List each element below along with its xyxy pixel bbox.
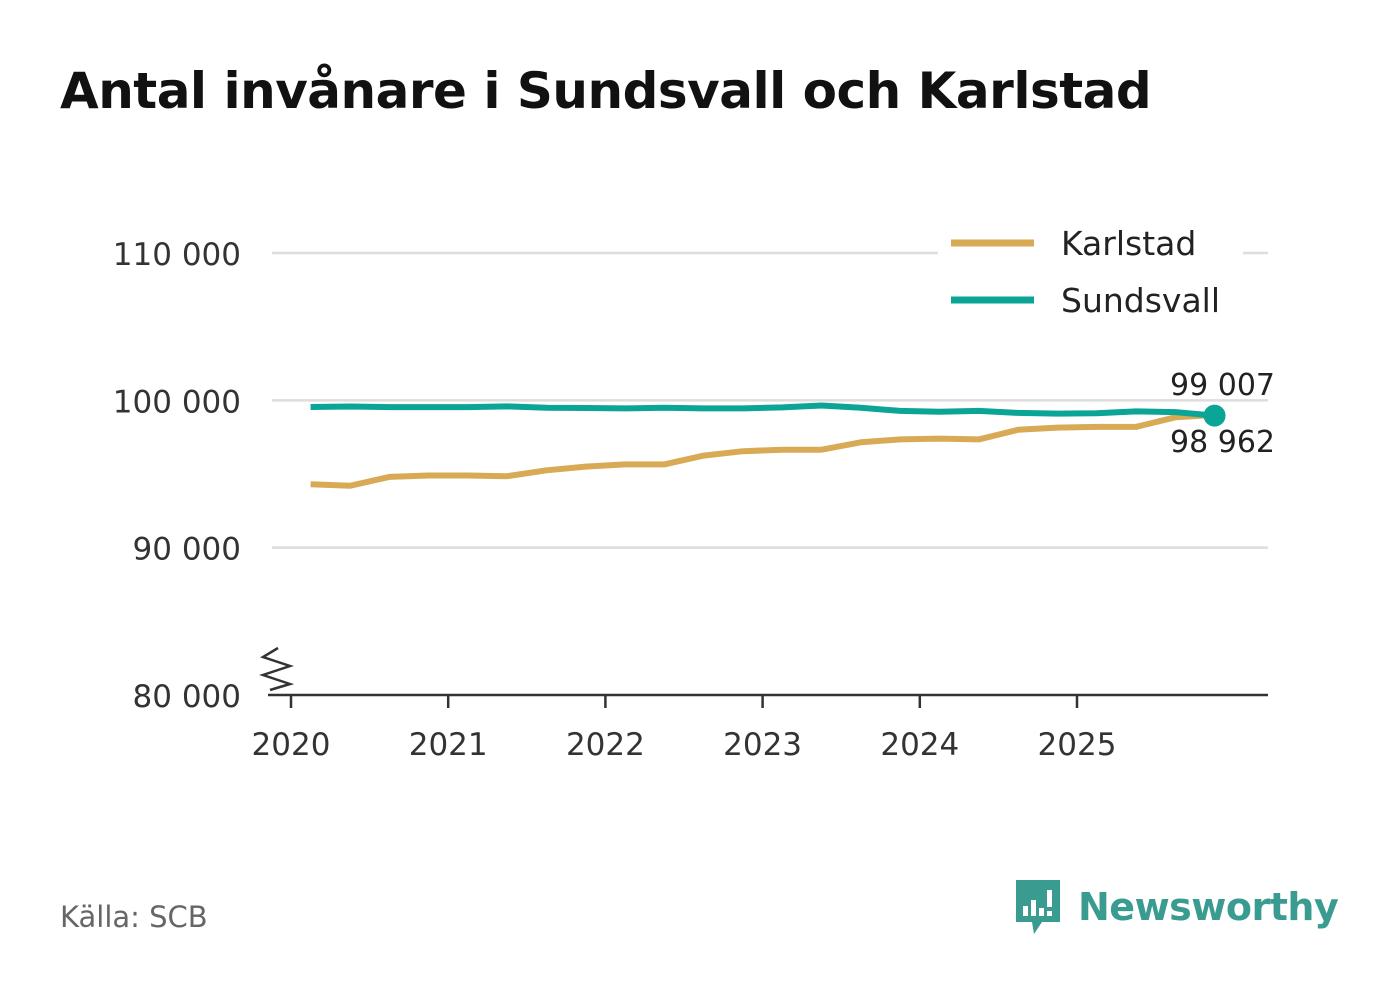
x-tick-label: 2020 [252,727,331,763]
y-tick-label: 80 000 [133,679,241,715]
series-lines [310,402,1226,489]
axis-break-icon [259,646,295,692]
series-line-sundsvall [310,402,1215,419]
series-line-karlstad [310,412,1215,489]
brand-name: Newsworthy [1078,885,1339,929]
end-point-marker [1203,404,1226,427]
source-note: Källa: SCB [60,900,208,934]
x-tick-label: 2021 [409,727,488,763]
legend-label-sundsvall: Sundsvall [1061,281,1220,320]
y-tick-label: 90 000 [133,532,241,568]
x-tick-label: 2023 [723,727,802,763]
end-labels: 99 007 98 962 [1170,368,1275,460]
y-axis: 80 000 90 000 100 000 110 000 [113,237,295,715]
chart-title: Antal invånare i Sundsvall och Karlstad [60,62,1152,120]
y-tick-label: 100 000 [113,384,241,420]
x-tick-label: 2024 [880,727,959,763]
end-label-karlstad: 99 007 [1170,368,1275,403]
legend-label-karlstad: Karlstad [1061,224,1196,263]
x-axis: 2020 2021 2022 2023 2024 2025 [252,693,1268,763]
brand-logo[interactable]: Newsworthy [1012,876,1339,938]
x-tick-label: 2025 [1038,727,1117,763]
x-tick-label: 2022 [566,727,645,763]
y-tick-label: 110 000 [113,237,241,273]
end-label-sundsvall: 98 962 [1170,425,1275,460]
legend: Karlstad Sundsvall [938,222,1243,322]
legend-background [938,222,1243,322]
newsworthy-logo-icon [1016,880,1060,934]
